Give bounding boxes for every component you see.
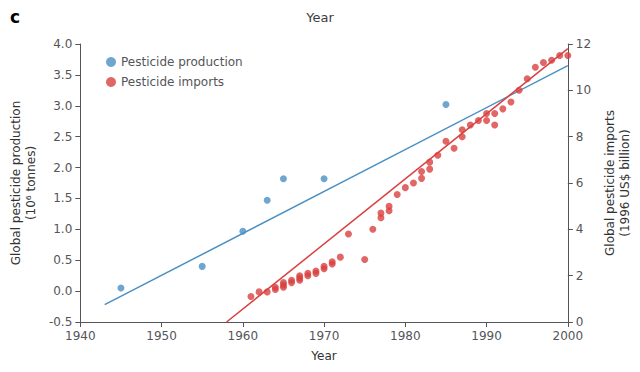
svg-text:1.5: 1.5 <box>53 191 72 205</box>
svg-text:-0.5: -0.5 <box>49 315 72 329</box>
svg-text:2.0: 2.0 <box>53 161 72 175</box>
svg-text:Pesticide production: Pesticide production <box>121 55 243 69</box>
svg-text:10: 10 <box>576 83 591 97</box>
svg-text:Year: Year <box>310 349 336 363</box>
svg-text:(10⁶ tonnes): (10⁶ tonnes) <box>24 146 38 220</box>
svg-text:(1996 US$ billion): (1996 US$ billion) <box>618 129 632 236</box>
svg-text:Global pesticide imports: Global pesticide imports <box>603 110 617 256</box>
svg-text:6: 6 <box>576 176 584 190</box>
svg-text:1940: 1940 <box>65 329 96 343</box>
svg-text:1950: 1950 <box>146 329 177 343</box>
svg-text:1970: 1970 <box>309 329 340 343</box>
svg-text:Pesticide imports: Pesticide imports <box>121 75 224 89</box>
svg-text:3.5: 3.5 <box>53 68 72 82</box>
svg-text:1960: 1960 <box>228 329 259 343</box>
svg-text:0.0: 0.0 <box>53 284 72 298</box>
svg-text:c: c <box>10 7 20 27</box>
svg-text:2: 2 <box>576 269 584 283</box>
svg-text:4.0: 4.0 <box>53 37 72 51</box>
svg-text:1980: 1980 <box>390 329 421 343</box>
svg-text:4: 4 <box>576 222 584 236</box>
svg-text:0: 0 <box>576 315 584 329</box>
svg-text:Global pesticide production: Global pesticide production <box>9 101 23 266</box>
svg-text:8: 8 <box>576 130 584 144</box>
svg-text:0.5: 0.5 <box>53 253 72 267</box>
svg-text:12: 12 <box>576 37 591 51</box>
svg-text:2000: 2000 <box>553 329 584 343</box>
svg-text:Year: Year <box>305 10 334 25</box>
svg-text:3.0: 3.0 <box>53 99 72 113</box>
svg-text:2.5: 2.5 <box>53 130 72 144</box>
svg-text:1990: 1990 <box>471 329 502 343</box>
svg-text:1.0: 1.0 <box>53 222 72 236</box>
